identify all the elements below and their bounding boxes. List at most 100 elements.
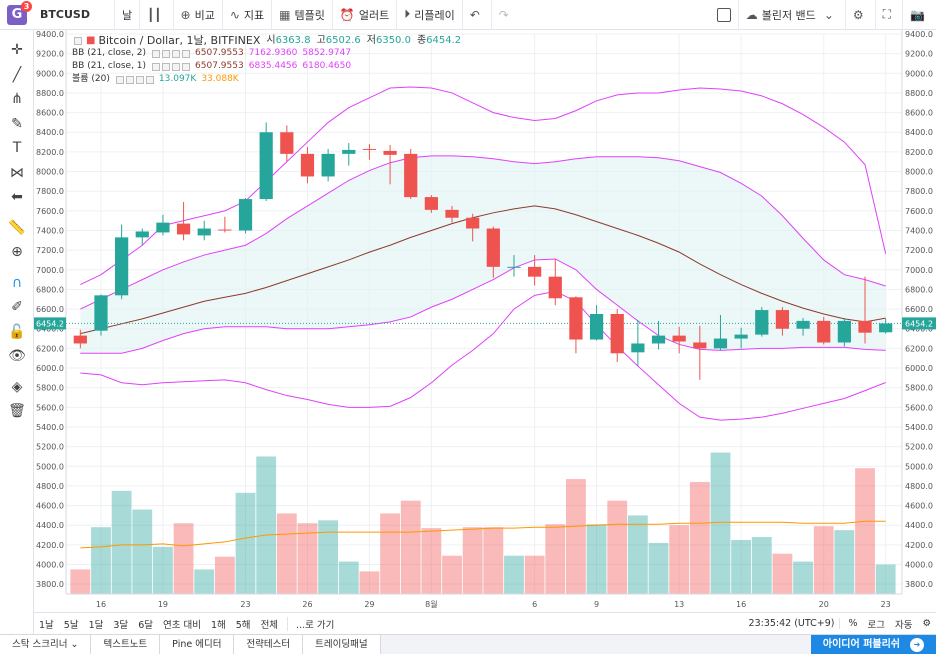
alerts-button[interactable]: ⏰ 얼러트 bbox=[333, 0, 398, 30]
tab-pine-editor[interactable]: Pine 에디터 bbox=[160, 634, 235, 654]
crosshair-icon[interactable]: ✛ bbox=[11, 42, 23, 59]
pencil-lock-icon[interactable]: ✐ bbox=[11, 299, 23, 316]
tab-trading-panel[interactable]: 트레이딩패널 bbox=[303, 634, 381, 654]
symbol-search[interactable]: BTCUSD bbox=[33, 0, 115, 30]
settings-icon[interactable] bbox=[162, 49, 171, 58]
tab-strategy-tester[interactable]: 전략테스터 bbox=[234, 634, 304, 654]
high-label: 고 bbox=[316, 35, 326, 46]
undo-icon: ↶ bbox=[469, 7, 480, 22]
volume-bar bbox=[380, 513, 400, 594]
indicators-button[interactable]: ∿ 지표 bbox=[223, 0, 273, 30]
volume-ma-line bbox=[80, 520, 886, 549]
goto-date-button[interactable]: ...로 가기 bbox=[287, 616, 339, 631]
trendline-icon[interactable]: ╱ bbox=[12, 66, 22, 83]
tab-notes[interactable]: 텍스트노트 bbox=[91, 634, 161, 654]
price-chart[interactable]: 9400.0 9200.0 9000.0 8800.0 8600.0 8400.0 8200… bbox=[34, 30, 936, 612]
interval-button[interactable]: 날 bbox=[115, 0, 141, 30]
undo-button[interactable]: ↶ bbox=[463, 0, 492, 30]
bollinger-band-fill bbox=[80, 155, 886, 354]
lock-icon[interactable]: 🔓 bbox=[8, 323, 26, 340]
templates-button[interactable]: ▦ 템플릿 bbox=[272, 0, 333, 30]
candle bbox=[610, 309, 624, 363]
more-icon[interactable] bbox=[182, 49, 191, 58]
percent-toggle[interactable]: % bbox=[839, 618, 862, 629]
log-toggle[interactable]: 로그 bbox=[867, 619, 885, 631]
zoom-in-icon[interactable]: ⊕ bbox=[11, 244, 23, 261]
range-all[interactable]: 전체 bbox=[260, 619, 279, 631]
eye-icon[interactable] bbox=[152, 49, 161, 58]
redo-button[interactable]: ↷ bbox=[492, 0, 520, 30]
trash-icon[interactable]: 🗑 bbox=[8, 403, 26, 420]
range-1d[interactable]: 1날 bbox=[39, 619, 54, 631]
range-5y[interactable]: 5해 bbox=[235, 619, 251, 631]
left-price-tick: 9200.0 bbox=[36, 50, 64, 59]
eye-icon[interactable] bbox=[152, 62, 161, 71]
candle bbox=[693, 325, 707, 380]
volume-bar bbox=[421, 528, 442, 594]
settings-button[interactable]: ⚙ bbox=[846, 0, 876, 30]
right-price-tick: 4800.0 bbox=[905, 482, 933, 491]
pattern-icon[interactable]: ⋈ bbox=[10, 164, 24, 181]
chart-style-button[interactable]: ┃┃ bbox=[140, 0, 174, 30]
candle-body bbox=[672, 335, 686, 342]
settings-icon[interactable] bbox=[162, 62, 171, 71]
right-price-axis: 9400.0 9200.0 9000.0 8800.0 8600.0 8400.0 8200… bbox=[901, 30, 936, 594]
replay-button[interactable]: ⏵ 리플레이 bbox=[397, 0, 463, 30]
magnet-icon[interactable]: ∩ bbox=[11, 274, 23, 291]
eye-icon[interactable]: 👁 bbox=[8, 348, 26, 365]
publish-label: 아이디어 퍼블리쉬 bbox=[822, 638, 900, 650]
auto-toggle[interactable]: 자동 bbox=[894, 619, 913, 631]
left-price-tick: 7200.0 bbox=[36, 246, 64, 255]
layers-icon[interactable]: ◈ bbox=[11, 378, 23, 395]
pitchfork-icon[interactable]: ⋔ bbox=[11, 91, 23, 108]
time-tick: 13 bbox=[674, 600, 684, 609]
legend-volume-row[interactable]: 볼륨 (20) 13.097K 33.088K bbox=[72, 73, 461, 86]
eye-icon[interactable] bbox=[115, 75, 124, 84]
text-tool-icon[interactable]: T bbox=[12, 140, 22, 157]
legend-bb1-row[interactable]: BB (21, close, 1) 6507.9553 6835.4456 61… bbox=[72, 60, 461, 73]
publish-idea-button[interactable]: 아이디어 퍼블리쉬 ➜ bbox=[810, 634, 936, 654]
chart-legend: ■ Bitcoin / Dollar, 1날, BITFINEX 시 6363.8… bbox=[72, 34, 461, 86]
candle-body bbox=[528, 266, 542, 277]
range-6m[interactable]: 6달 bbox=[138, 619, 153, 631]
study-template-button[interactable]: ☁ 볼린저 밴드 ⌄ bbox=[739, 0, 846, 30]
left-price-tick: 8400.0 bbox=[36, 128, 64, 137]
range-3m[interactable]: 3달 bbox=[113, 619, 129, 631]
clock-text[interactable]: 23:35:42 (UTC+9) bbox=[748, 618, 835, 629]
legend-main-row: ■ Bitcoin / Dollar, 1날, BITFINEX 시 6363.8… bbox=[72, 34, 461, 47]
candles-icon: ┃┃ bbox=[147, 7, 162, 22]
candle-body bbox=[362, 148, 377, 150]
arrow-left-icon[interactable]: ⬅ bbox=[11, 189, 23, 206]
chevron-down-icon: ⌄ bbox=[823, 7, 834, 22]
candle bbox=[817, 316, 831, 345]
brush-icon[interactable]: ✎ bbox=[11, 115, 23, 132]
volume-bar bbox=[710, 452, 731, 594]
collapse-toggle[interactable] bbox=[74, 36, 82, 45]
range-1y[interactable]: 1해 bbox=[210, 619, 226, 631]
range-1m[interactable]: 1달 bbox=[88, 619, 104, 631]
right-price-tick: 8000.0 bbox=[905, 168, 933, 177]
more-icon[interactable] bbox=[145, 75, 154, 84]
chart-pane[interactable]: 9400.0 9200.0 9000.0 8800.0 8600.0 8400.0 8200… bbox=[34, 30, 936, 634]
ruler-icon[interactable]: 📏 bbox=[8, 219, 26, 236]
close-icon[interactable] bbox=[172, 62, 181, 71]
fullscreen-button[interactable]: ⛶ bbox=[876, 0, 904, 30]
snapshot-button[interactable]: 📷 bbox=[903, 0, 936, 30]
gear-icon[interactable]: ⚙ bbox=[922, 618, 931, 629]
layout-button[interactable] bbox=[710, 0, 739, 30]
volume-bar bbox=[256, 456, 277, 594]
tab-screener[interactable]: 스탁 스크리너 ⌄ bbox=[0, 634, 92, 654]
bb-upper2-line bbox=[80, 86, 887, 285]
more-icon[interactable] bbox=[182, 62, 191, 71]
settings-icon[interactable] bbox=[125, 75, 134, 84]
close-icon[interactable] bbox=[135, 75, 144, 84]
right-price-tick: 4000.0 bbox=[905, 561, 933, 570]
legend-bb2-row[interactable]: BB (21, close, 2) 6507.9553 7162.9360 58… bbox=[72, 47, 461, 60]
range-ytd[interactable]: 연초 대비 bbox=[162, 619, 201, 631]
close-icon[interactable] bbox=[172, 49, 181, 58]
candle bbox=[837, 317, 851, 347]
range-5d[interactable]: 5날 bbox=[63, 619, 79, 631]
compare-button[interactable]: ⊕ 비교 bbox=[174, 0, 223, 30]
candle-body bbox=[383, 150, 397, 155]
